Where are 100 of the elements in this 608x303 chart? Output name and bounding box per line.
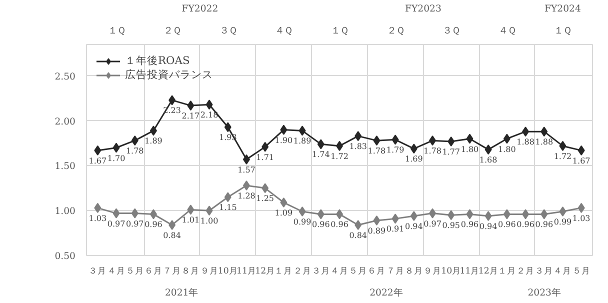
point — [448, 210, 455, 220]
point — [317, 139, 324, 150]
x-tick-label: ４月 — [107, 266, 126, 276]
data-label: 1.78 — [126, 146, 144, 156]
data-label: 0.94 — [479, 222, 498, 231]
data-label: 0.96 — [460, 220, 479, 230]
data-label: 1.79 — [386, 146, 404, 155]
x-tick-label: １月 — [498, 266, 516, 276]
text: 2022年 — [370, 288, 402, 298]
text: 2021年 — [165, 288, 198, 298]
point — [112, 142, 120, 153]
data-label: 0.89 — [368, 226, 386, 236]
legend-label: １年後ROAS — [125, 54, 190, 68]
x-tick-label: ９月 — [200, 266, 218, 276]
point — [280, 198, 288, 208]
data-label: 0.84 — [349, 230, 368, 240]
data-label: 0.84 — [163, 230, 181, 240]
x-tick-label: ４月 — [330, 266, 348, 276]
y-tick-label: 2.00 — [54, 116, 76, 128]
text: FY2024 — [544, 4, 581, 14]
x-tick-label: ９月 — [424, 266, 442, 276]
data-label: 1.09 — [274, 208, 293, 218]
point — [578, 145, 585, 156]
point — [373, 215, 380, 226]
point — [242, 180, 250, 190]
point — [392, 134, 399, 145]
point — [466, 134, 474, 144]
y-tick-label: 1.50 — [54, 161, 76, 172]
data-label: 1.57 — [238, 165, 256, 174]
data-label: 1.74 — [312, 150, 330, 160]
data-label: 2.17 — [182, 112, 200, 121]
data-label: 1.89 — [293, 136, 312, 146]
x-tick-label: ４月 — [554, 266, 572, 276]
y-tick-label: 0.50 — [54, 251, 76, 262]
data-label: 1.88 — [535, 138, 554, 147]
point — [262, 142, 269, 152]
text: ４Ｑ — [275, 26, 292, 36]
point — [578, 202, 585, 213]
point — [429, 136, 436, 146]
data-label: 1.83 — [349, 142, 368, 152]
point — [503, 209, 510, 220]
x-tick-label: ５月 — [349, 266, 368, 276]
point — [112, 208, 120, 218]
legend-label: 広告投資バランス — [125, 68, 213, 82]
point — [540, 209, 548, 220]
point — [317, 209, 324, 220]
point — [484, 144, 492, 155]
data-label: 0.94 — [405, 222, 423, 231]
point — [503, 134, 510, 144]
point — [131, 136, 138, 146]
text: １Ｑ — [331, 26, 348, 36]
point — [224, 192, 232, 202]
x-tick-label: 10月 — [441, 266, 462, 276]
point — [150, 209, 157, 220]
data-label: 1.78 — [424, 146, 442, 156]
point — [410, 144, 418, 154]
point — [484, 210, 492, 221]
point — [168, 220, 176, 230]
data-label: 0.97 — [107, 219, 126, 228]
x-tick-label: ２月 — [516, 266, 535, 276]
point — [206, 100, 213, 110]
point — [354, 131, 362, 142]
text: FY2023 — [405, 4, 442, 14]
data-label: 1.88 — [516, 138, 534, 147]
x-tick-label: １月 — [274, 266, 293, 276]
x-tick-label: ３月 — [88, 266, 107, 276]
x-tick-label: 12月 — [478, 266, 498, 276]
point — [522, 209, 530, 220]
point — [392, 214, 399, 224]
data-label: 1.00 — [200, 216, 218, 226]
data-label: 1.78 — [368, 146, 386, 156]
data-label: 1.72 — [330, 152, 348, 161]
data-label: 2.18 — [200, 110, 218, 120]
point — [224, 122, 232, 132]
point — [298, 126, 306, 136]
data-label: 1.01 — [182, 216, 200, 225]
point — [540, 126, 548, 137]
x-tick-label: ５月 — [572, 266, 590, 276]
x-tick-label: ７月 — [163, 266, 182, 276]
point — [522, 126, 530, 137]
text: FY2022 — [182, 4, 218, 14]
data-label: 1.28 — [238, 191, 256, 200]
data-label: 1.77 — [442, 147, 460, 156]
y-tick-label: 1.00 — [54, 206, 76, 218]
data-label: 0.96 — [498, 220, 516, 230]
data-label: 1.80 — [498, 144, 516, 154]
data-label: 1.03 — [572, 214, 590, 223]
x-tick-label: 11月 — [236, 266, 256, 276]
x-tick-label: ７月 — [386, 266, 404, 276]
x-tick-label: ３月 — [312, 266, 330, 276]
text: 2023年 — [528, 288, 561, 298]
point — [559, 206, 566, 217]
point — [187, 100, 194, 111]
text: ２Ｑ — [386, 26, 404, 36]
x-tick-label: 12月 — [255, 266, 276, 276]
data-label: 0.96 — [312, 220, 330, 230]
data-label: 1.25 — [256, 194, 274, 204]
point — [206, 206, 213, 216]
data-label: 0.91 — [386, 224, 404, 234]
point — [280, 124, 288, 135]
